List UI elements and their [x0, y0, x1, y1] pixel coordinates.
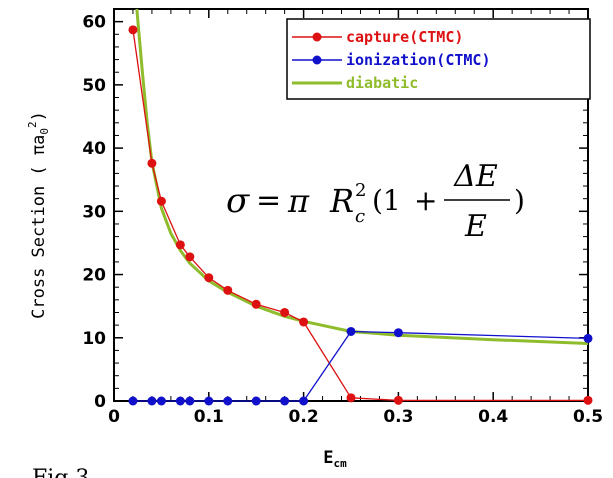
- data-point-capturectmc: [299, 317, 309, 327]
- series-markers: [128, 25, 593, 406]
- legend-ionization-marker: [312, 55, 322, 65]
- formula-pi: π: [287, 182, 310, 220]
- data-point-capturectmc: [223, 285, 233, 295]
- y-tick-label: 20: [82, 266, 106, 286]
- data-point-capturectmc: [204, 273, 214, 283]
- formula-equals: =: [256, 183, 281, 218]
- formula-denominator: E: [464, 209, 487, 244]
- legend: capture(CTMC) ionization(CTMC) diabatic: [286, 18, 591, 100]
- data-point-ionizationctmc: [223, 396, 233, 406]
- formula-annotation: σ = π R 2 c (1 + ΔE E ): [226, 159, 525, 244]
- y-axis-label-main: Cross Section ( πa: [29, 135, 49, 319]
- data-point-capturectmc: [128, 25, 138, 35]
- x-axis-label: Ecm: [323, 448, 347, 470]
- data-point-ionizationctmc: [147, 396, 157, 406]
- x-tick-label: 0: [108, 407, 120, 427]
- y-axis-label-sup: 2: [26, 121, 39, 128]
- data-point-capturectmc: [175, 240, 185, 250]
- data-point-ionizationctmc: [280, 396, 290, 406]
- x-tick-label: 0.4: [478, 407, 508, 427]
- legend-box: [286, 18, 591, 100]
- y-tick-label: 0: [94, 392, 106, 412]
- formula-close: ): [514, 184, 525, 217]
- data-point-capturectmc: [147, 158, 157, 168]
- data-point-capturectmc: [583, 395, 593, 405]
- data-point-ionizationctmc: [185, 396, 195, 406]
- y-tick-label: 30: [82, 202, 106, 222]
- data-point-ionizationctmc: [583, 333, 593, 343]
- y-axis-label: Cross Section ( πa02): [26, 111, 51, 319]
- data-point-ionizationctmc: [393, 328, 403, 338]
- legend-capture-label: capture(CTMC): [346, 28, 463, 46]
- formula-r-sub: c: [355, 206, 365, 227]
- data-point-capturectmc: [185, 252, 195, 262]
- x-tick-labels: 0 0.1 0.2 0.3 0.4 0.5: [108, 407, 603, 427]
- data-point-ionizationctmc: [299, 396, 309, 406]
- y-axis-label-close: ): [29, 111, 49, 121]
- x-axis-label-main: E: [323, 448, 333, 468]
- y-tick-label: 40: [82, 139, 106, 159]
- formula-open: (1: [372, 184, 401, 217]
- figure-caption: Fig.3: [32, 466, 89, 478]
- data-point-ionizationctmc: [175, 396, 185, 406]
- formula-r-sup: 2: [355, 180, 366, 201]
- y-tick-label: 10: [82, 329, 106, 349]
- data-point-ionizationctmc: [251, 396, 261, 406]
- y-tick-labels: 0 10 20 30 40 50 60: [82, 13, 106, 412]
- data-point-ionizationctmc: [156, 396, 166, 406]
- data-point-capturectmc: [280, 307, 290, 317]
- data-point-ionizationctmc: [204, 396, 214, 406]
- y-tick-label: 50: [82, 76, 106, 96]
- legend-ionization-label: ionization(CTMC): [346, 51, 491, 69]
- x-tick-label: 0.5: [573, 407, 603, 427]
- y-tick-label: 60: [82, 13, 106, 33]
- data-point-capturectmc: [346, 393, 356, 403]
- data-point-capturectmc: [393, 395, 403, 405]
- data-point-capturectmc: [251, 299, 261, 309]
- formula-sigma: σ: [226, 181, 250, 221]
- legend-diabatic-label: diabatic: [346, 74, 418, 92]
- formula-r: R: [329, 182, 354, 220]
- data-point-ionizationctmc: [128, 396, 138, 406]
- legend-capture-marker: [312, 32, 322, 42]
- formula-plus: +: [414, 184, 437, 217]
- x-tick-label: 0.3: [383, 407, 413, 427]
- x-axis-label-sub: cm: [334, 457, 348, 470]
- data-point-ionizationctmc: [346, 326, 356, 336]
- data-point-capturectmc: [156, 196, 166, 206]
- formula-numerator: ΔE: [453, 159, 498, 194]
- x-tick-label: 0.1: [194, 407, 224, 427]
- y-axis-label-sub: 0: [38, 128, 51, 135]
- x-tick-label: 0.2: [289, 407, 319, 427]
